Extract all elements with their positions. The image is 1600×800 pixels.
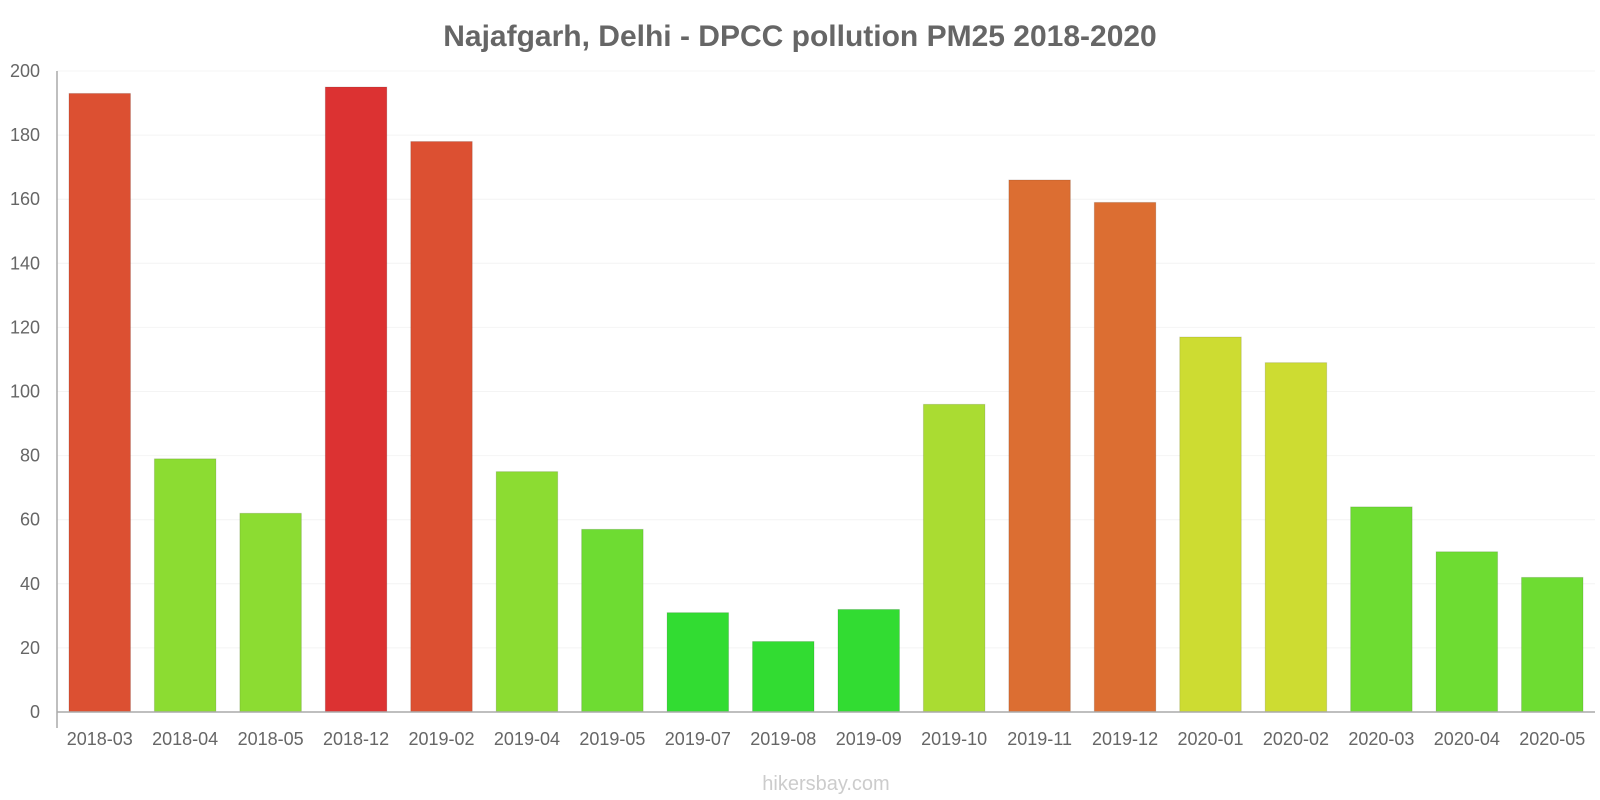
bar-2019-04 [495, 471, 559, 713]
bar-2018-05 [239, 512, 302, 713]
y-tick-label: 180 [10, 125, 40, 145]
grid-lines [57, 70, 1595, 649]
y-axis: 0 20 40 60 80 100 120 140 160 180 200 [10, 61, 58, 728]
bar-2020-02 [1264, 362, 1328, 713]
bar-2019-09 [837, 608, 900, 713]
bar-2019-11 [1008, 179, 1071, 713]
x-tick-label: 2019-04 [494, 729, 560, 749]
x-tick-label: 2018-03 [67, 729, 133, 749]
x-tick-label: 2019-10 [921, 729, 987, 749]
watermark-text: hikersbay.com [762, 773, 889, 795]
y-tick-label: 40 [20, 574, 40, 594]
bar-2019-12 [1093, 201, 1157, 713]
y-tick-label: 20 [20, 638, 40, 658]
x-tick-label: 2019-11 [1007, 729, 1072, 749]
x-tick-label: 2019-02 [408, 729, 474, 749]
bar-2019-10 [922, 403, 986, 713]
y-tick-label: 60 [20, 510, 40, 530]
bar-2019-05 [581, 528, 644, 713]
x-tick-label: 2019-05 [579, 729, 645, 749]
x-tick-label: 2019-07 [665, 729, 731, 749]
y-tick-label: 120 [10, 317, 40, 337]
y-tick-label: 100 [10, 382, 40, 402]
x-tick-label: 2020-01 [1177, 729, 1243, 749]
chart-title: Najafgarh, Delhi - DPCC pollution PM25 2… [443, 20, 1157, 53]
x-tick-label: 2019-08 [750, 729, 816, 749]
y-tick-label: 160 [10, 189, 40, 209]
bar-2018-12 [324, 86, 388, 713]
x-tick-label: 2020-05 [1519, 729, 1585, 749]
x-tick-label: 2019-12 [1092, 729, 1158, 749]
bar-2020-01 [1179, 336, 1242, 713]
bar-2019-02 [410, 141, 473, 713]
y-tick-label: 200 [10, 61, 40, 81]
y-tick-label: 140 [10, 253, 40, 273]
y-tick-label: 80 [20, 446, 40, 466]
bar-2020-05 [1521, 576, 1584, 713]
bar-2020-03 [1350, 506, 1413, 713]
bar-2019-08 [752, 640, 815, 713]
x-tick-label: 2018-12 [323, 729, 389, 749]
x-tick-label: 2020-02 [1263, 729, 1329, 749]
x-axis: 2018-03 2018-04 2018-05 2018-12 2019-02 2019-… [57, 711, 1595, 749]
bars [68, 86, 1584, 713]
x-tick-label: 2020-04 [1434, 729, 1500, 749]
y-tick-label: 0 [30, 702, 40, 722]
bar-2018-03 [68, 92, 131, 713]
bar-2018-04 [153, 458, 217, 713]
x-tick-label: 2018-04 [152, 729, 218, 749]
bar-2020-04 [1435, 551, 1499, 713]
bar-2019-07 [666, 612, 730, 713]
x-tick-label: 2018-05 [238, 729, 304, 749]
x-tick-label: 2020-03 [1348, 729, 1414, 749]
x-tick-label: 2019-09 [836, 729, 902, 749]
